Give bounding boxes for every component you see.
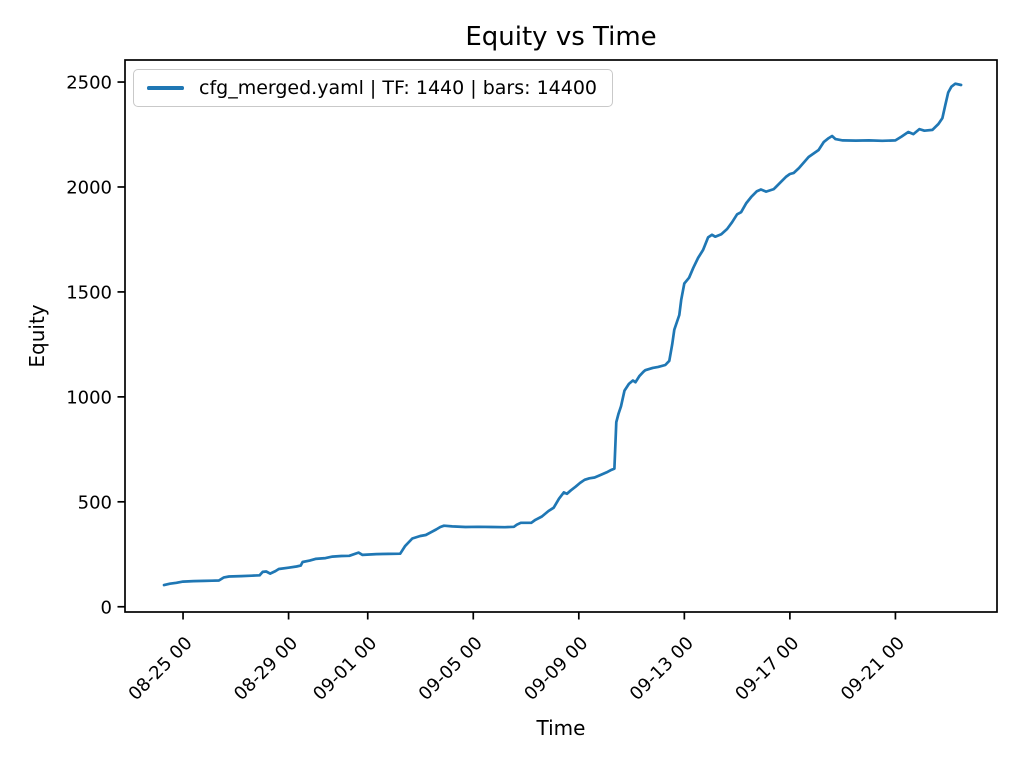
x-tick-label: 09-21 00 (837, 633, 909, 705)
y-tick-label: 1000 (66, 387, 112, 408)
y-axis-ticks: 0 500 1000 1500 2000 2500 (66, 73, 125, 618)
series-line (162, 82, 963, 587)
legend-label: cfg_merged.yaml | TF: 1440 | bars: 14400 (199, 77, 598, 99)
legend: cfg_merged.yaml | TF: 1440 | bars: 14400 (133, 69, 614, 107)
plot-border (124, 59, 998, 613)
x-axis-ticks: 08-25 00 08-29 00 09-01 00 09-05 00 09-09 00… (125, 612, 909, 705)
series-lines (162, 82, 963, 587)
y-tick-label: 2500 (66, 73, 112, 94)
y-tick-label: 1500 (66, 282, 112, 303)
x-tick-label: 09-13 00 (626, 633, 698, 705)
x-tick-label: 09-05 00 (415, 633, 487, 705)
legend-line-sample-icon (147, 86, 184, 90)
y-tick-label: 2000 (66, 177, 112, 198)
x-tick-label: 09-09 00 (520, 633, 592, 705)
x-tick-label: 08-25 00 (125, 633, 197, 705)
x-tick-label: 08-29 00 (230, 633, 302, 705)
x-tick-label: 09-17 00 (731, 633, 803, 705)
y-tick-label: 500 (78, 492, 112, 513)
y-tick-label: 0 (101, 597, 112, 618)
x-axis-title: Time (536, 716, 586, 740)
x-tick-label: 09-01 00 (309, 633, 381, 705)
chart-title: Equity vs Time (465, 22, 657, 52)
